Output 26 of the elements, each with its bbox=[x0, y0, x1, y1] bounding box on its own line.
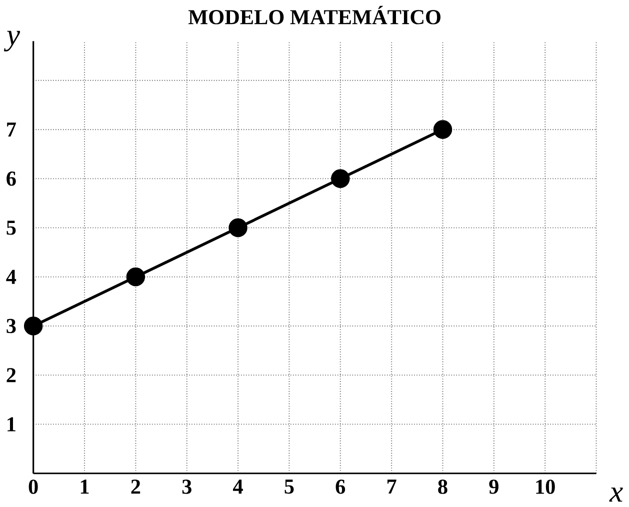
y-tick-label: 3 bbox=[6, 318, 16, 333]
x-tick-label: 7 bbox=[387, 479, 396, 494]
x-tick-label: 5 bbox=[284, 479, 294, 494]
y-tick-label: 1 bbox=[8, 417, 16, 432]
y-tick-label: 2 bbox=[6, 368, 16, 382]
x-tick-label: 8 bbox=[438, 479, 448, 494]
point bbox=[331, 169, 350, 188]
y-tick-label: 4 bbox=[6, 270, 16, 284]
x-tick-label: 9 bbox=[489, 479, 498, 494]
x-tick-label: 6 bbox=[336, 479, 346, 494]
x-tick-label: 3 bbox=[182, 479, 192, 494]
point bbox=[228, 218, 248, 237]
x-tick-label: 0 bbox=[28, 479, 38, 494]
x-tick-label: 10 bbox=[536, 479, 555, 494]
x-tick-label: 4 bbox=[233, 479, 243, 494]
point bbox=[126, 267, 146, 286]
y-tick-label: 5 bbox=[6, 220, 16, 235]
y-axis-title: y bbox=[4, 30, 20, 52]
point bbox=[433, 120, 452, 139]
chart-title: MODELO MATEMÁTICO bbox=[188, 6, 440, 24]
y-tick-label: 6 bbox=[6, 171, 16, 186]
x-tick-label: 1 bbox=[80, 479, 89, 494]
y-tick-label: 7 bbox=[7, 122, 16, 136]
point bbox=[24, 316, 43, 336]
x-tick-label: 2 bbox=[131, 479, 140, 494]
x-axis-title: x bbox=[609, 487, 623, 502]
